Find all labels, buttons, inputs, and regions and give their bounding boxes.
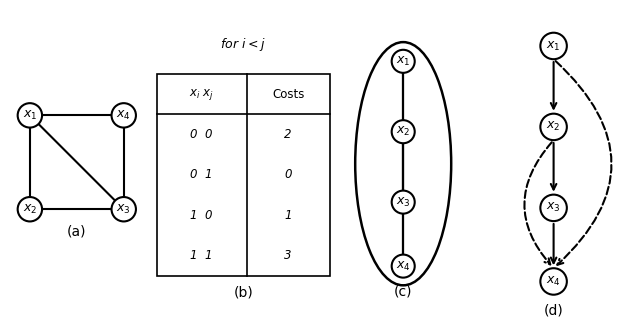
Text: $x_3$: $x_3$	[547, 201, 561, 214]
Circle shape	[111, 103, 136, 127]
Circle shape	[18, 103, 42, 127]
Text: 1: 1	[284, 209, 292, 222]
Text: 0: 0	[284, 169, 292, 181]
Text: $x_3$: $x_3$	[396, 195, 410, 209]
Circle shape	[540, 268, 567, 295]
Circle shape	[540, 114, 567, 140]
Text: 0  1: 0 1	[191, 169, 213, 181]
Text: $x_1$: $x_1$	[396, 55, 410, 68]
Bar	[157, 74, 330, 276]
Circle shape	[392, 191, 415, 214]
Text: $x_1$: $x_1$	[22, 109, 37, 122]
Circle shape	[392, 255, 415, 278]
Text: $x_3$: $x_3$	[116, 203, 131, 216]
Text: $for\ i < j$: $for\ i < j$	[220, 36, 266, 53]
Text: $x_2$: $x_2$	[396, 125, 410, 138]
Text: $x_4$: $x_4$	[116, 109, 131, 122]
Circle shape	[392, 120, 415, 143]
Text: (a): (a)	[67, 225, 86, 239]
Text: $x_2$: $x_2$	[22, 203, 37, 216]
Text: $x_4$: $x_4$	[547, 275, 561, 288]
Circle shape	[540, 33, 567, 59]
Text: $x_i\ x_j$: $x_i\ x_j$	[189, 87, 214, 101]
Text: 3: 3	[284, 249, 292, 262]
Text: (c): (c)	[394, 285, 412, 299]
Text: $x_1$: $x_1$	[547, 39, 561, 53]
Text: $x_4$: $x_4$	[396, 260, 410, 273]
Circle shape	[18, 197, 42, 221]
Text: 1  1: 1 1	[191, 249, 213, 262]
Circle shape	[111, 197, 136, 221]
Circle shape	[392, 50, 415, 73]
Text: 1  0: 1 0	[191, 209, 213, 222]
Circle shape	[540, 195, 567, 221]
Text: $x_2$: $x_2$	[547, 120, 561, 134]
Text: Costs: Costs	[272, 88, 304, 100]
Text: 2: 2	[284, 128, 292, 141]
Text: 0  0: 0 0	[191, 128, 213, 141]
Text: (d): (d)	[544, 304, 563, 318]
Text: (b): (b)	[234, 285, 253, 299]
